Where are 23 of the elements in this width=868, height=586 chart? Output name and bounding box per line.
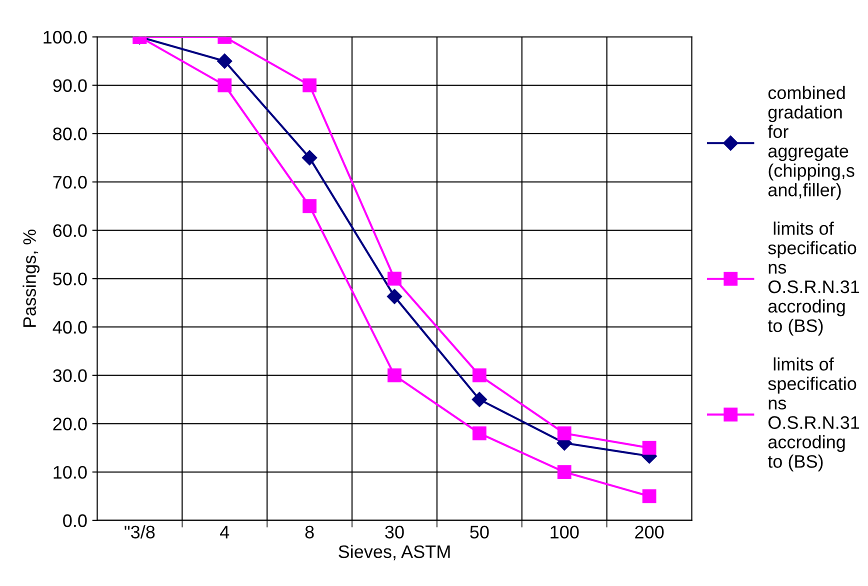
y-tick-label: 20.0 [53, 418, 87, 430]
x-tick-label: 100 [550, 526, 579, 538]
x-tick-label: 4 [220, 526, 230, 538]
x-tick-label: 8 [305, 526, 314, 538]
y-tick-label: 70.0 [53, 176, 87, 189]
y-tick-label: 80.0 [53, 128, 87, 140]
x-tick-label: 50 [470, 526, 489, 538]
legend-label: limits of specificatio ns O.S.R.N.31 accroding to (BS) [768, 222, 860, 336]
legend-label: limits of specificatio ns O.S.R.N.31 accroding to (BS) [768, 357, 860, 472]
x-tick-label: "3/8 [124, 525, 155, 538]
y-tick-label: 100.0 [44, 30, 87, 44]
x-tick-label: 30 [385, 526, 404, 538]
x-tick-label: 200 [635, 526, 664, 538]
y-axis-title: Passings, % [22, 230, 40, 327]
y-tick-label: 60.0 [53, 224, 87, 238]
y-tick-label: 50.0 [53, 272, 87, 286]
y-tick-label: 10.0 [54, 466, 87, 479]
y-tick-label: 0.0 [63, 514, 87, 528]
y-tick-label: 30.0 [53, 369, 87, 382]
legend-label: combined gradation for aggregate (chipping,s and,filler) [768, 86, 854, 200]
x-axis-title: Sieves, ASTM [338, 544, 450, 560]
y-tick-label: 90.0 [53, 79, 87, 92]
y-tick-label: 40.0 [52, 320, 87, 334]
